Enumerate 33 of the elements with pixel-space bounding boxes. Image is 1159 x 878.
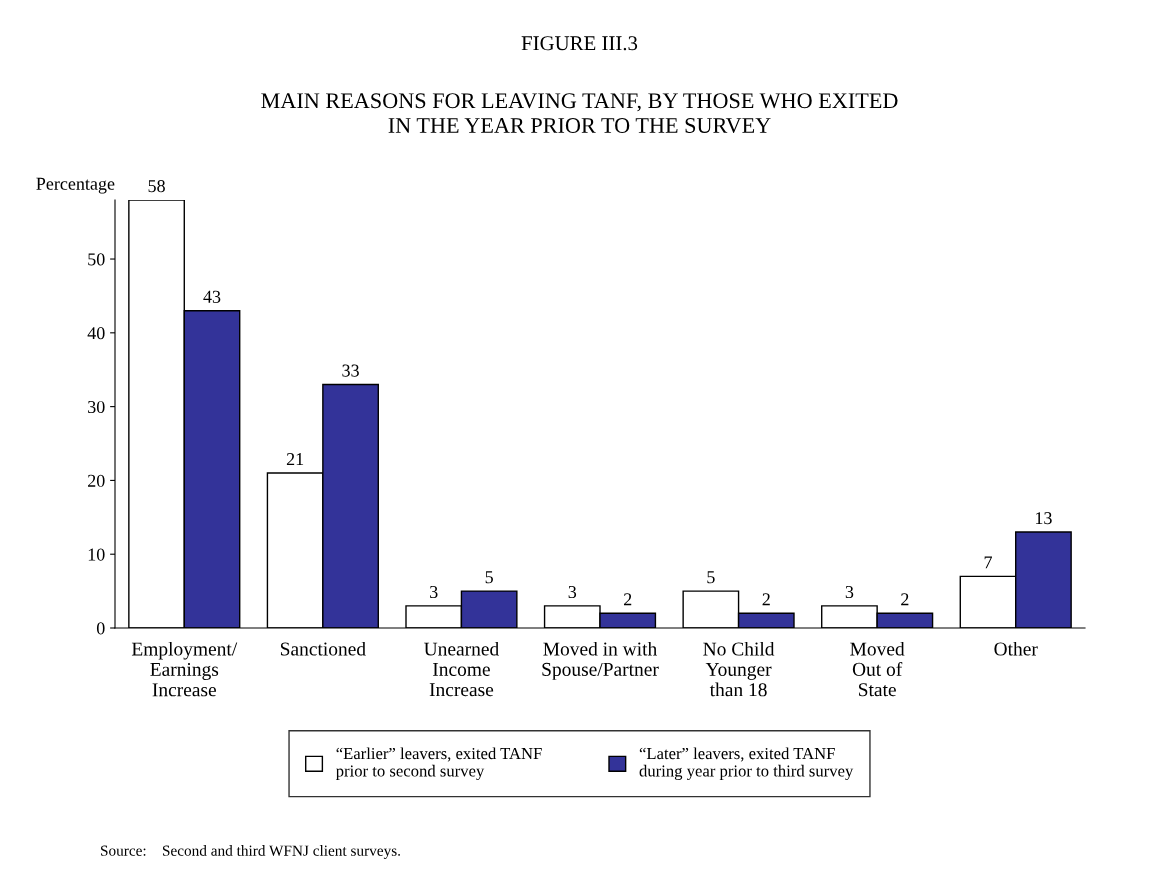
data-label: 21 bbox=[286, 453, 304, 466]
data-label: 5 bbox=[485, 571, 493, 584]
x-tick-label: Moved in with Spouse/Partner bbox=[542, 641, 659, 680]
x-tick-label: Sanctioned bbox=[280, 641, 366, 656]
data-label: 43 bbox=[203, 290, 221, 303]
chart-subtitle: MAIN REASONS FOR LEAVING TANF, BY THOSE WHO EXITED IN THE YEAR PRIOR TO THE SURVEY bbox=[261, 93, 898, 134]
x-tick-label: Employment/ Earnings Increase bbox=[131, 641, 238, 697]
data-label: 58 bbox=[148, 179, 165, 193]
y-tick-label: 20 bbox=[88, 474, 105, 487]
x-tick-label: Moved Out of State bbox=[850, 641, 905, 697]
legend-label: “Earlier” leavers, exited TANF prior to second survey bbox=[335, 747, 542, 780]
data-label: 3 bbox=[430, 585, 438, 599]
data-label: 5 bbox=[707, 571, 715, 584]
chart-title: FIGURE III.3 bbox=[521, 36, 638, 51]
y-tick-label: 0 bbox=[96, 622, 105, 635]
x-tick-label: No Child Younger than 18 bbox=[703, 641, 775, 697]
data-label: 7 bbox=[984, 556, 992, 569]
source-note: Source: Second and third WFNJ client surveys. bbox=[101, 845, 400, 859]
y-tick-label: 30 bbox=[88, 400, 105, 414]
y-axis-title: Percentage bbox=[36, 177, 115, 194]
legend-label: “Later” leavers, exited TANF during year prior to third survey bbox=[639, 747, 854, 780]
data-label: 2 bbox=[623, 593, 632, 606]
y-tick-label: 50 bbox=[88, 253, 105, 266]
y-tick-label: 10 bbox=[88, 548, 105, 561]
data-label: 2 bbox=[901, 593, 909, 606]
data-label: 13 bbox=[1035, 512, 1052, 525]
data-label: 33 bbox=[342, 364, 359, 377]
x-tick-label: Unearned Income Increase bbox=[424, 641, 499, 697]
data-label: 3 bbox=[568, 585, 577, 599]
data-label: 3 bbox=[845, 585, 854, 599]
data-label: 2 bbox=[762, 593, 770, 606]
y-tick-label: 40 bbox=[87, 327, 105, 340]
x-tick-label: Other bbox=[994, 641, 1038, 656]
